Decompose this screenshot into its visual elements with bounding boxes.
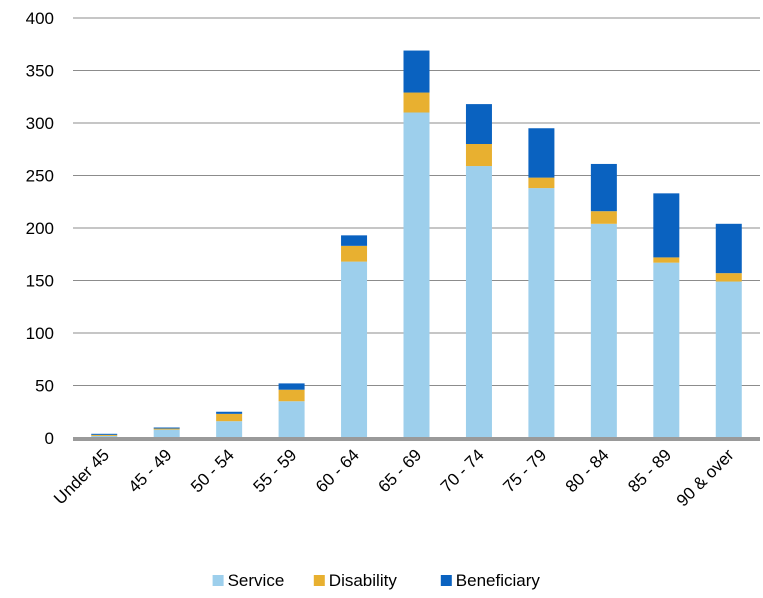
x-tick-label: 50 - 54 <box>187 445 238 496</box>
y-tick-label: 100 <box>26 324 54 343</box>
legend-label: Disability <box>329 571 398 590</box>
bar-beneficiary-8 <box>590 163 617 212</box>
legend-swatch <box>212 575 224 586</box>
bar-service-5 <box>403 112 430 438</box>
bar-service-8 <box>590 223 617 438</box>
bar-disability-8 <box>590 211 617 224</box>
bar-disability-6 <box>465 144 492 167</box>
x-tick-label: Under 45 <box>50 445 113 508</box>
bar-beneficiary-1 <box>153 427 180 429</box>
bar-disability-9 <box>653 257 680 263</box>
bar-service-7 <box>528 188 555 438</box>
y-tick-label: 50 <box>35 377 54 396</box>
y-axis-tick-labels: 0 50 100 150 200 250 300 350 400 <box>26 9 54 448</box>
y-tick-label: 400 <box>26 9 54 28</box>
x-axis-line <box>73 437 760 441</box>
bar-beneficiary-5 <box>403 50 430 93</box>
bar-beneficiary-10 <box>715 223 742 274</box>
legend: Service Disability Beneficiary <box>212 571 541 590</box>
x-tick-label: 45 - 49 <box>125 445 176 496</box>
bar-beneficiary-4 <box>341 235 368 246</box>
x-tick-label: 85 - 89 <box>624 445 675 496</box>
bar-disability-7 <box>528 177 555 189</box>
bar-disability-2 <box>216 413 243 422</box>
bar-service-3 <box>278 401 305 438</box>
legend-item-beneficiary: Beneficiary <box>440 571 541 590</box>
bar-disability-0 <box>91 434 118 436</box>
legend-item-disability: Disability <box>313 571 398 590</box>
bar-disability-1 <box>153 428 180 430</box>
bar-beneficiary-3 <box>278 383 305 390</box>
bar-beneficiary-2 <box>216 411 243 414</box>
legend-swatch <box>440 575 452 586</box>
bar-service-10 <box>715 281 742 438</box>
y-tick-label: 350 <box>26 62 54 81</box>
legend-label: Beneficiary <box>456 571 541 590</box>
bars <box>91 50 742 439</box>
bar-beneficiary-9 <box>653 193 680 258</box>
bar-disability-5 <box>403 92 430 113</box>
y-tick-label: 150 <box>26 272 54 291</box>
bar-service-2 <box>216 421 243 438</box>
x-axis-tick-labels: Under 45 45 - 49 50 - 54 55 - 59 60 - 64 65 -… <box>50 445 738 510</box>
bar-disability-3 <box>278 389 305 402</box>
x-tick-label: 70 - 74 <box>437 445 488 496</box>
x-tick-label: 80 - 84 <box>562 445 613 496</box>
y-tick-label: 200 <box>26 219 54 238</box>
bar-disability-10 <box>715 273 742 282</box>
bar-service-0 <box>91 435 118 438</box>
x-tick-label: 65 - 69 <box>374 445 425 496</box>
bar-beneficiary-6 <box>465 104 492 144</box>
x-tick-label: 75 - 79 <box>499 445 550 496</box>
y-tick-label: 0 <box>45 429 54 448</box>
bar-service-6 <box>465 166 492 439</box>
y-tick-label: 300 <box>26 114 54 133</box>
legend-label: Service <box>228 571 285 590</box>
legend-item-service: Service <box>212 571 285 590</box>
bar-disability-4 <box>341 245 368 262</box>
bar-beneficiary-0 <box>91 433 118 435</box>
x-tick-label: 55 - 59 <box>250 445 301 496</box>
bar-service-1 <box>153 429 180 438</box>
y-tick-label: 250 <box>26 167 54 186</box>
legend-swatch <box>313 575 325 586</box>
x-tick-label: 90 & over <box>673 445 738 510</box>
x-tick-label: 60 - 64 <box>312 445 363 496</box>
x-axis <box>73 437 760 441</box>
bar-service-4 <box>341 261 368 438</box>
bar-service-9 <box>653 262 680 438</box>
bar-beneficiary-7 <box>528 128 555 178</box>
